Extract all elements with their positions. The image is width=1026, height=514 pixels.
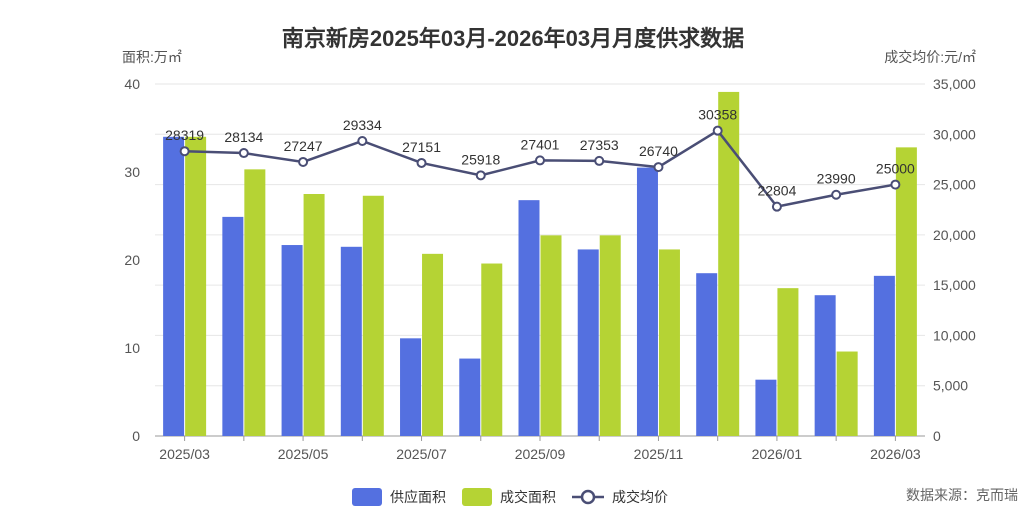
bars bbox=[163, 91, 917, 437]
bar-supply bbox=[340, 246, 362, 436]
bar-supply bbox=[755, 379, 777, 436]
price-data-label: 25918 bbox=[461, 151, 500, 167]
y-left-tick-label: 40 bbox=[124, 76, 140, 92]
y-right-axis-label: 成交均价:元/㎡ bbox=[884, 49, 976, 65]
bar-supply bbox=[281, 245, 303, 436]
price-line: 28319 28134 27247 29334 27151 25918 27401 27353… bbox=[165, 107, 915, 212]
bar-transaction bbox=[895, 147, 917, 437]
bar-supply bbox=[577, 249, 599, 436]
price-data-label: 28134 bbox=[224, 129, 263, 145]
price-point bbox=[771, 201, 782, 212]
y-right-tick-label: 30,000 bbox=[933, 126, 976, 142]
price-data-label: 27151 bbox=[402, 139, 441, 155]
legend-label-price: 成交均价 bbox=[612, 489, 668, 505]
price-point bbox=[890, 179, 901, 190]
bar-transaction bbox=[599, 235, 621, 436]
y-right-tick-label: 25,000 bbox=[933, 177, 976, 193]
x-tick-label: 2025/07 bbox=[396, 446, 447, 462]
price-data-label: 30358 bbox=[698, 107, 737, 123]
y-right-tick-label: 5,000 bbox=[933, 378, 968, 394]
legend-swatch-price-point bbox=[580, 489, 596, 505]
price-data-label: 28319 bbox=[165, 127, 204, 143]
price-data-label: 27247 bbox=[284, 138, 323, 154]
bar-transaction bbox=[362, 195, 384, 436]
price-data-label: 26740 bbox=[639, 143, 678, 159]
bar-supply bbox=[518, 200, 540, 436]
price-point bbox=[357, 135, 368, 146]
y-left-tick-label: 10 bbox=[124, 340, 140, 356]
bar-transaction bbox=[244, 169, 266, 437]
bar-transaction bbox=[777, 288, 799, 436]
price-point bbox=[594, 155, 605, 166]
bar-transaction bbox=[422, 253, 444, 436]
chart-title: 南京新房2025年03月-2026年03月月度供求数据 bbox=[282, 26, 744, 51]
y-left-tick-label: 20 bbox=[124, 252, 140, 268]
bar-transaction bbox=[540, 235, 562, 436]
x-tick-label: 2025/09 bbox=[515, 446, 566, 462]
price-point bbox=[298, 156, 309, 167]
x-tick-label: 2025/11 bbox=[634, 446, 684, 462]
x-tick-label: 2026/01 bbox=[752, 446, 803, 462]
bar-supply bbox=[873, 275, 895, 436]
bar-supply bbox=[636, 167, 658, 436]
x-tick-label: 2025/03 bbox=[159, 446, 210, 462]
y-right-tick-label: 10,000 bbox=[933, 327, 976, 343]
bar-transaction bbox=[481, 263, 503, 436]
bar-transaction bbox=[185, 136, 207, 437]
axis-ticks: 0 5,000 10,000 15,000 20,000 25,000 30,000 35,0… bbox=[124, 76, 976, 462]
bar-supply bbox=[696, 273, 718, 436]
price-point bbox=[416, 157, 427, 168]
legend-swatch-transaction bbox=[462, 488, 492, 506]
legend-label-transaction: 成交面积 bbox=[500, 489, 556, 505]
price-data-label: 25000 bbox=[876, 161, 915, 177]
y-left-axis-label: 面积:万㎡ bbox=[122, 49, 182, 65]
legend-label-supply: 供应面积 bbox=[390, 489, 446, 505]
price-data-label: 27353 bbox=[580, 137, 619, 153]
price-point bbox=[653, 162, 664, 173]
price-point bbox=[712, 125, 723, 136]
price-point bbox=[238, 148, 249, 159]
y-right-tick-label: 0 bbox=[933, 428, 941, 444]
bar-supply bbox=[814, 295, 836, 436]
legend: 供应面积 成交面积 成交均价 bbox=[352, 488, 668, 506]
price-data-label: 22804 bbox=[757, 183, 796, 199]
x-tick-label: 2025/05 bbox=[278, 446, 329, 462]
price-data-label: 29334 bbox=[343, 117, 382, 133]
data-source: 数据来源：克而瑞 bbox=[906, 487, 1018, 503]
price-point bbox=[831, 189, 842, 200]
bar-transaction bbox=[836, 351, 858, 436]
price-point bbox=[475, 170, 486, 181]
price-data-label: 23990 bbox=[817, 171, 856, 187]
bar-supply bbox=[459, 358, 481, 436]
price-data-label: 27401 bbox=[521, 136, 560, 152]
bar-transaction bbox=[303, 194, 325, 436]
bar-transaction bbox=[718, 91, 740, 437]
bar-supply bbox=[400, 338, 422, 436]
bar-supply bbox=[222, 216, 244, 436]
y-right-tick-label: 35,000 bbox=[933, 76, 976, 92]
y-right-tick-label: 15,000 bbox=[933, 277, 976, 293]
bar-transaction bbox=[658, 249, 680, 436]
price-point bbox=[179, 146, 190, 157]
y-right-tick-label: 20,000 bbox=[933, 227, 976, 243]
y-left-tick-label: 30 bbox=[124, 164, 140, 180]
y-left-tick-label: 0 bbox=[132, 428, 140, 444]
legend-swatch-supply bbox=[352, 488, 382, 506]
bar-supply bbox=[163, 136, 185, 437]
price-point bbox=[535, 155, 545, 166]
x-tick-label: 2026/03 bbox=[870, 446, 921, 462]
